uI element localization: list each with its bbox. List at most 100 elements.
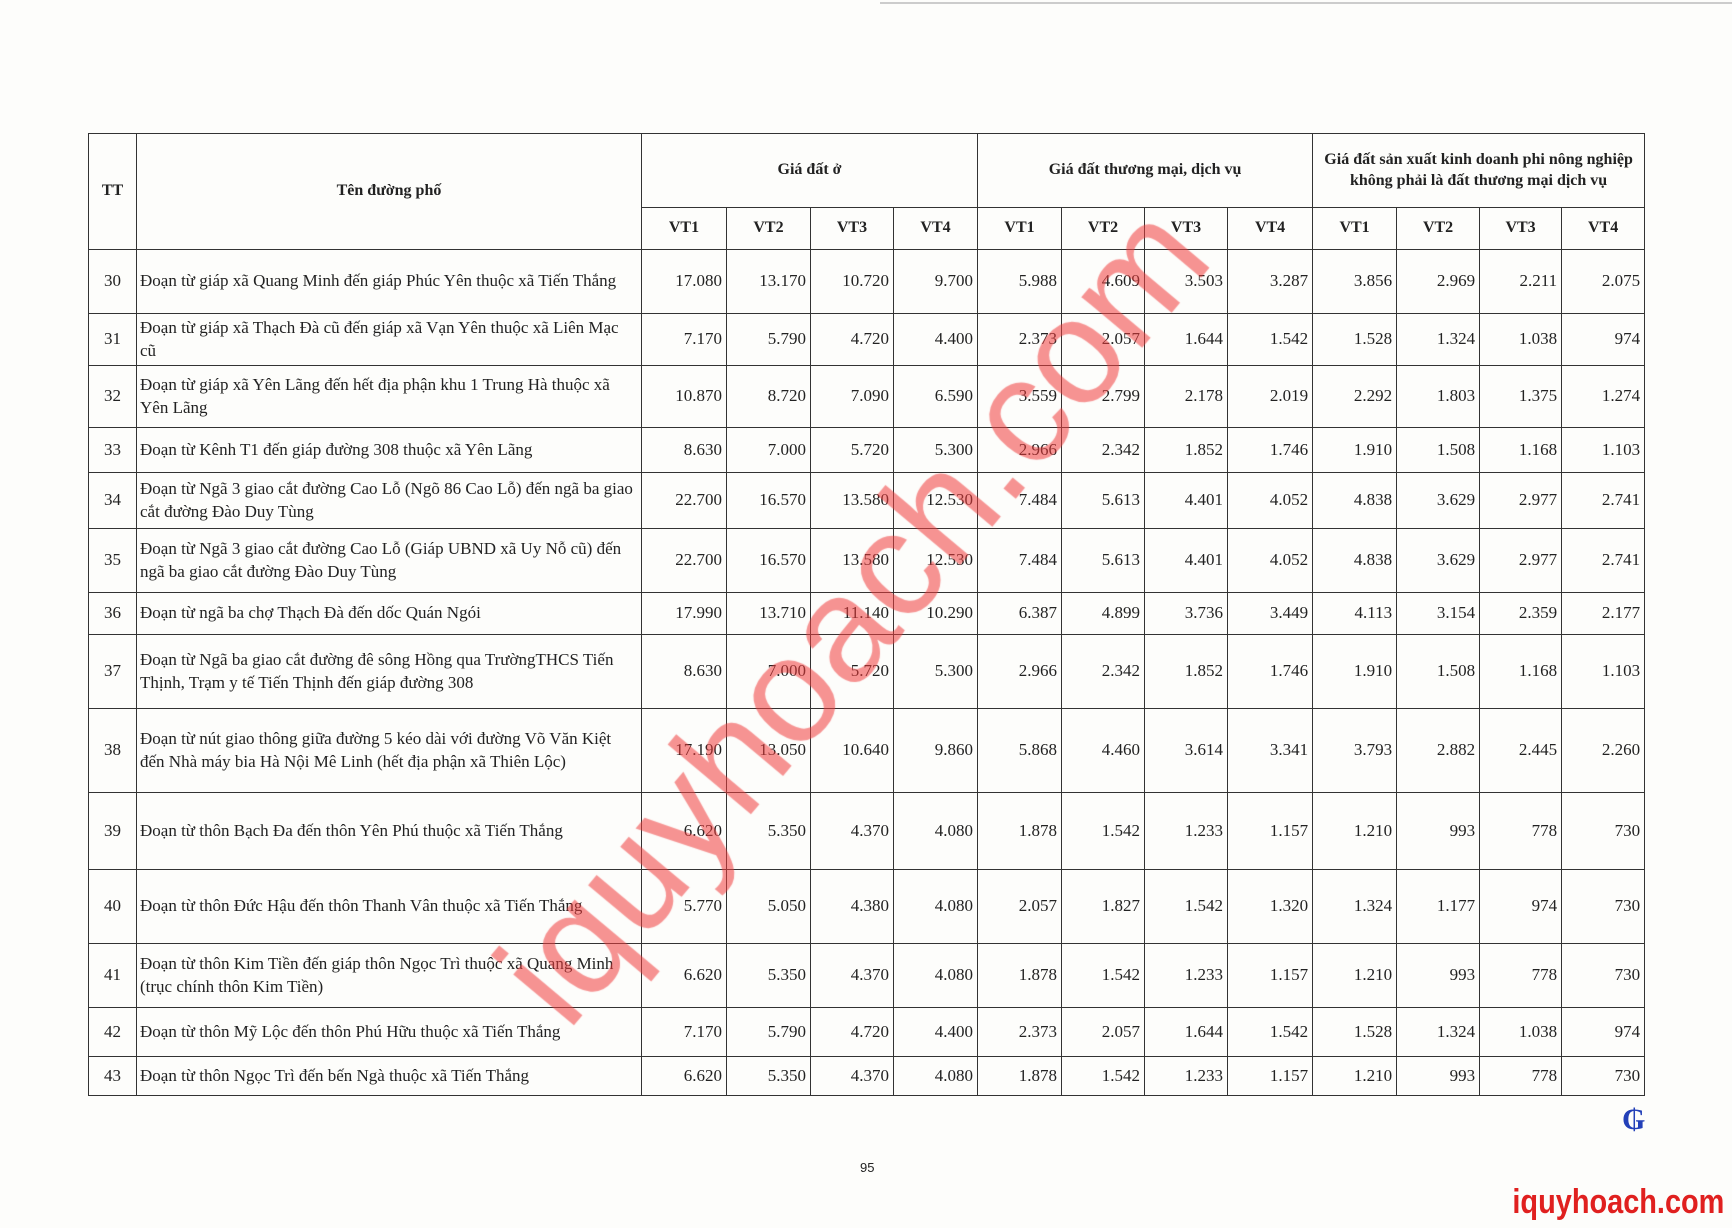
row-number: 37 bbox=[88, 634, 137, 709]
table-row: 40 Đoạn từ thôn Đức Hậu đến thôn Thanh Vâ… bbox=[88, 869, 1646, 944]
header-vt3: VT3 bbox=[1144, 207, 1229, 250]
header-vt1: VT1 bbox=[641, 207, 727, 250]
price-cell: 1.210 bbox=[1312, 943, 1398, 1008]
price-cell: 974 bbox=[1561, 313, 1646, 366]
header-row-groups: TT Tên đường phố Giá đất ở Giá đất thươn… bbox=[88, 133, 1646, 250]
price-cell: 7.484 bbox=[977, 528, 1063, 593]
price-cell: 993 bbox=[1396, 1056, 1481, 1096]
price-cell: 5.050 bbox=[726, 869, 811, 944]
row-number: 32 bbox=[88, 365, 137, 428]
price-cell: 8.720 bbox=[726, 365, 811, 428]
price-cell: 1.103 bbox=[1561, 634, 1646, 709]
price-cell: 5.790 bbox=[726, 313, 811, 366]
row-number: 30 bbox=[88, 249, 137, 314]
table-row: 37 Đoạn từ Ngã ba giao cắt đường đê sông … bbox=[88, 634, 1646, 709]
price-cell: 6.620 bbox=[641, 792, 727, 870]
price-cell: 3.287 bbox=[1227, 249, 1314, 314]
price-cell: 1.746 bbox=[1227, 634, 1314, 709]
table-row: 43 Đoạn từ thôn Ngọc Trì đến bến Ngà thuộ… bbox=[88, 1056, 1646, 1096]
price-cell: 1.103 bbox=[1561, 427, 1646, 473]
header-tt: TT bbox=[88, 133, 137, 250]
price-cell: 778 bbox=[1479, 943, 1563, 1008]
price-cell: 5.988 bbox=[977, 249, 1063, 314]
header-vt4: VT4 bbox=[1561, 207, 1646, 250]
price-cell: 9.860 bbox=[892, 708, 979, 793]
header-commercial-land: Giá đất thương mại, dịch vụ bbox=[977, 133, 1314, 208]
price-cell: 1.746 bbox=[1227, 427, 1314, 473]
price-cell: 1.852 bbox=[1144, 427, 1229, 473]
price-cell: 10.720 bbox=[810, 249, 894, 314]
price-cell: 7.484 bbox=[977, 472, 1063, 529]
price-cell: 2.057 bbox=[977, 869, 1063, 944]
scan-edge-line bbox=[880, 2, 1732, 4]
price-cell: 10.870 bbox=[641, 365, 727, 428]
price-cell: 12.530 bbox=[892, 528, 979, 593]
price-cell: 1.878 bbox=[977, 792, 1063, 870]
row-number: 38 bbox=[88, 708, 137, 793]
price-cell: 4.838 bbox=[1312, 528, 1398, 593]
table-row: 39 Đoạn từ thôn Bạch Đa đến thôn Yên Phú … bbox=[88, 792, 1646, 870]
street-name: Đoạn từ Kênh T1 đến giáp đường 308 thuộc… bbox=[136, 427, 642, 473]
price-cell: 1.233 bbox=[1144, 1056, 1229, 1096]
price-cell: 2.741 bbox=[1561, 528, 1646, 593]
price-cell: 1.157 bbox=[1227, 943, 1314, 1008]
price-cell: 7.170 bbox=[641, 313, 727, 366]
price-cell: 10.290 bbox=[892, 592, 979, 635]
price-cell: 7.090 bbox=[810, 365, 894, 428]
price-cell: 4.370 bbox=[810, 943, 894, 1008]
price-cell: 730 bbox=[1561, 1056, 1646, 1096]
price-cell: 974 bbox=[1561, 1007, 1646, 1057]
street-name: Đoạn từ thôn Ngọc Trì đến bến Ngà thuộc … bbox=[136, 1056, 642, 1096]
price-cell: 1.542 bbox=[1061, 792, 1146, 870]
price-cell: 2.373 bbox=[977, 313, 1063, 366]
price-cell: 1.910 bbox=[1312, 634, 1398, 709]
price-cell: 3.629 bbox=[1396, 472, 1481, 529]
price-cell: 16.570 bbox=[726, 472, 811, 529]
price-cell: 3.614 bbox=[1144, 708, 1229, 793]
price-cell: 4.080 bbox=[892, 869, 979, 944]
price-cell: 4.380 bbox=[810, 869, 894, 944]
price-cell: 2.292 bbox=[1312, 365, 1398, 428]
signature-initials-icon: ₲ bbox=[1622, 1102, 1646, 1137]
street-name: Đoạn từ nút giao thông giữa đường 5 kéo … bbox=[136, 708, 642, 793]
price-cell: 4.720 bbox=[810, 313, 894, 366]
price-cell: 4.609 bbox=[1061, 249, 1146, 314]
price-cell: 1.878 bbox=[977, 1056, 1063, 1096]
price-cell: 2.966 bbox=[977, 634, 1063, 709]
street-name: Đoạn từ Ngã 3 giao cắt đường Cao Lỗ (Giá… bbox=[136, 528, 642, 593]
price-cell: 4.080 bbox=[892, 792, 979, 870]
header-vt3: VT3 bbox=[810, 207, 894, 250]
price-cell: 1.508 bbox=[1396, 427, 1481, 473]
table-row: 35 Đoạn từ Ngã 3 giao cắt đường Cao Lỗ (G… bbox=[88, 528, 1646, 593]
price-cell: 2.019 bbox=[1227, 365, 1314, 428]
street-name: Đoạn từ thôn Mỹ Lộc đến thôn Phú Hữu thu… bbox=[136, 1007, 642, 1057]
price-cell: 1.324 bbox=[1312, 869, 1398, 944]
header-vt4: VT4 bbox=[892, 207, 979, 250]
price-cell: 6.620 bbox=[641, 943, 727, 1008]
row-number: 41 bbox=[88, 943, 137, 1008]
price-cell: 1.157 bbox=[1227, 1056, 1314, 1096]
price-cell: 13.580 bbox=[810, 528, 894, 593]
price-cell: 1.542 bbox=[1061, 943, 1146, 1008]
land-price-table: TT Tên đường phố Giá đất ở Giá đất thươn… bbox=[88, 133, 1646, 1096]
price-cell: 5.790 bbox=[726, 1007, 811, 1057]
street-name: Đoạn từ giáp xã Yên Lãng đến hết địa phậ… bbox=[136, 365, 642, 428]
price-cell: 10.640 bbox=[810, 708, 894, 793]
price-cell: 7.170 bbox=[641, 1007, 727, 1057]
price-cell: 778 bbox=[1479, 792, 1563, 870]
row-number: 33 bbox=[88, 427, 137, 473]
row-number: 35 bbox=[88, 528, 137, 593]
street-name: Đoạn từ thôn Bạch Đa đến thôn Yên Phú th… bbox=[136, 792, 642, 870]
price-cell: 3.856 bbox=[1312, 249, 1398, 314]
street-name: Đoạn từ thôn Đức Hậu đến thôn Thanh Vân … bbox=[136, 869, 642, 944]
table-row: 31 Đoạn từ giáp xã Thạch Đà cũ đến giáp x… bbox=[88, 313, 1646, 366]
table-row: 32 Đoạn từ giáp xã Yên Lãng đến hết địa p… bbox=[88, 365, 1646, 428]
price-cell: 17.190 bbox=[641, 708, 727, 793]
price-cell: 3.793 bbox=[1312, 708, 1398, 793]
price-cell: 1.542 bbox=[1144, 869, 1229, 944]
price-cell: 778 bbox=[1479, 1056, 1563, 1096]
price-cell: 2.211 bbox=[1479, 249, 1563, 314]
price-cell: 2.373 bbox=[977, 1007, 1063, 1057]
price-cell: 5.868 bbox=[977, 708, 1063, 793]
price-cell: 17.990 bbox=[641, 592, 727, 635]
